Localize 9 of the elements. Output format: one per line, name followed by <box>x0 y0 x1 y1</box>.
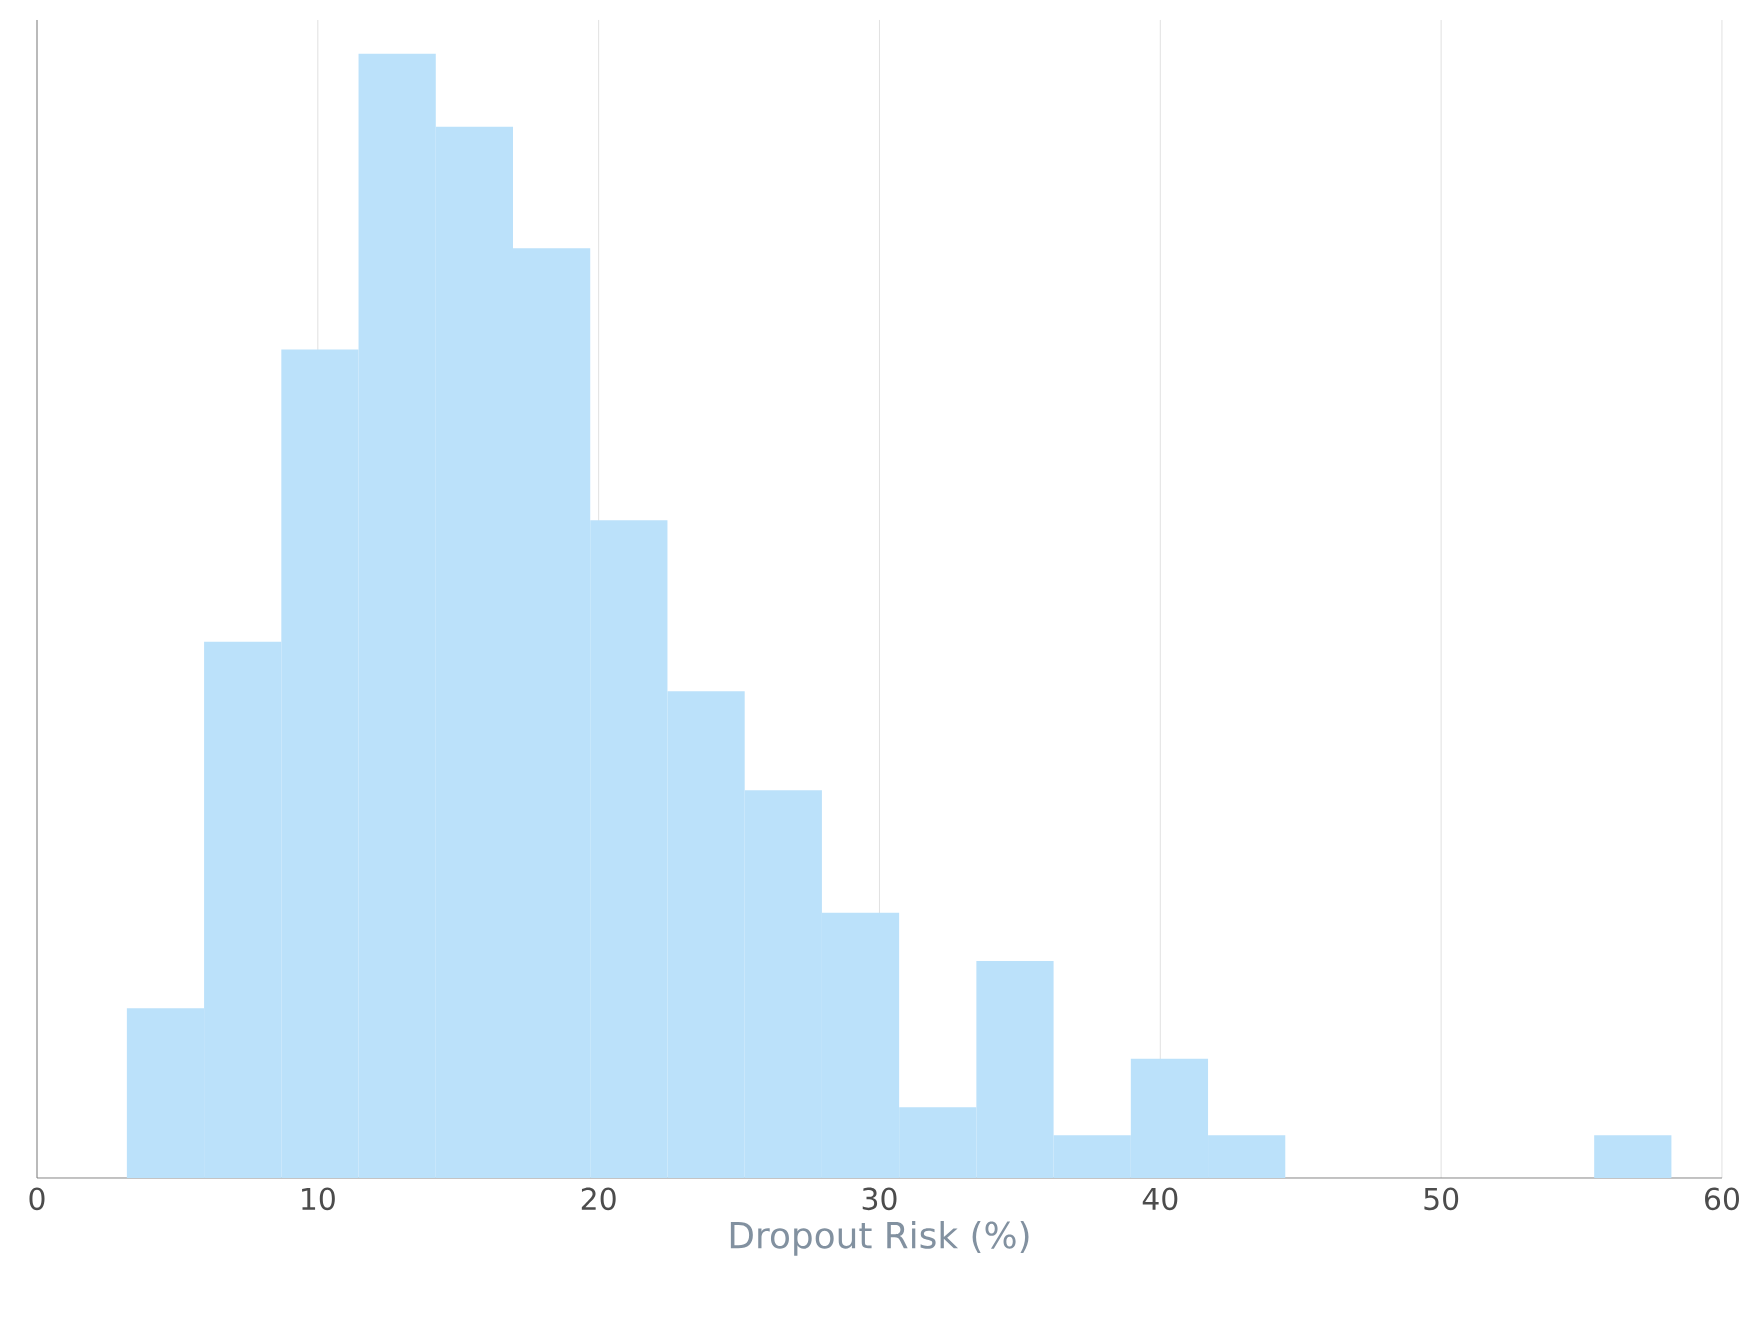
x-axis-title: Dropout Risk (%) <box>730 1220 1029 1256</box>
x-tick-label: 40 <box>1142 1187 1178 1211</box>
x-tick-label: 30 <box>862 1187 897 1211</box>
x-tick-label: 10 <box>302 1187 335 1211</box>
x-tick-label: 0 <box>29 1187 45 1211</box>
x-tick-label: 50 <box>1424 1187 1459 1211</box>
x-tick-label: 60 <box>1705 1187 1739 1211</box>
bar <box>1594 1135 1672 1178</box>
x-tick-label: 20 <box>581 1187 616 1211</box>
